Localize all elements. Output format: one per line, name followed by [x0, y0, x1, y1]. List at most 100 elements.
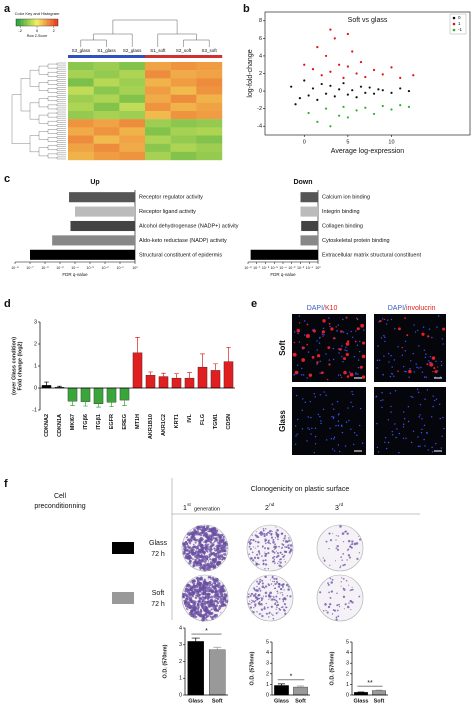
- color-key-cell: [45, 19, 48, 26]
- marker-signal: [311, 356, 315, 359]
- colony: [218, 599, 220, 601]
- column-label: S1_soft: [150, 48, 166, 53]
- marker-signal: [397, 327, 401, 331]
- nucleus: [344, 445, 347, 447]
- colony: [344, 589, 346, 591]
- colony: [328, 532, 331, 535]
- colony: [288, 537, 290, 539]
- heatmap-cell: [145, 143, 171, 153]
- colony: [347, 554, 351, 557]
- colony: [284, 561, 287, 563]
- colony: [194, 612, 197, 615]
- nucleus: [391, 434, 394, 436]
- bar: [354, 692, 368, 696]
- error-bar: [135, 337, 140, 353]
- colony: [265, 553, 268, 555]
- colony: [255, 596, 258, 599]
- colony: [210, 602, 212, 604]
- y-tick-label: 1: [34, 363, 37, 369]
- nucleus: [338, 450, 341, 453]
- colony: [342, 541, 345, 543]
- colony: [273, 558, 276, 561]
- colony: [211, 542, 213, 545]
- nucleus: [416, 388, 419, 391]
- x-tick-label: 10⁰: [132, 266, 138, 270]
- colony: [253, 588, 256, 591]
- legend-label: -1: [458, 27, 462, 32]
- x-tick-label: 10⁻⁵: [271, 266, 279, 270]
- colony: [261, 614, 264, 618]
- point: [399, 87, 402, 90]
- colony: [213, 564, 217, 568]
- marker-signal: [347, 340, 350, 343]
- nucleus: [348, 371, 351, 373]
- colony: [190, 551, 194, 555]
- colony: [266, 547, 270, 550]
- point: [355, 109, 358, 112]
- point: [364, 91, 367, 94]
- colony: [271, 576, 273, 578]
- nucleus: [402, 437, 405, 439]
- colony: [200, 558, 203, 561]
- nucleus: [314, 435, 317, 438]
- chart-title: Up: [90, 179, 99, 186]
- colony: [222, 587, 225, 590]
- nucleus: [388, 361, 390, 363]
- category-label: FLG: [200, 414, 206, 425]
- heatmap-cell: [119, 102, 146, 112]
- point: [346, 65, 349, 68]
- colony: [334, 560, 337, 562]
- colony: [265, 532, 268, 535]
- category-label: EGFR: [109, 414, 115, 429]
- colony: [193, 536, 196, 539]
- y-tick-label: 4: [259, 53, 262, 59]
- point: [364, 75, 367, 79]
- colony: [253, 546, 255, 548]
- nucleus: [357, 359, 360, 361]
- point: [359, 85, 363, 88]
- point: [399, 104, 402, 107]
- channel-label: DAPI/: [388, 305, 406, 312]
- colony: [339, 525, 342, 528]
- color-key-cell: [24, 19, 27, 26]
- heatmap-cell: [93, 119, 120, 128]
- colony: [283, 550, 287, 553]
- colony: [193, 534, 196, 537]
- category-label: Soft: [374, 698, 385, 704]
- bar: [30, 249, 135, 260]
- error-bar: [83, 401, 88, 407]
- column-label: S2_glass: [123, 48, 142, 53]
- colony: [322, 610, 325, 612]
- colony: [205, 527, 207, 529]
- colony: [269, 579, 271, 581]
- colony: [214, 582, 217, 585]
- point: [324, 54, 328, 58]
- colony: [336, 545, 339, 548]
- nucleus: [375, 396, 377, 398]
- colony: [185, 588, 189, 592]
- colony: [260, 608, 264, 611]
- colony: [252, 611, 255, 614]
- nucleus: [363, 329, 365, 331]
- nucleus: [295, 435, 297, 437]
- colony: [270, 605, 273, 608]
- nucleus: [405, 437, 407, 440]
- column-group-strip: [196, 55, 223, 58]
- bar: [171, 377, 182, 389]
- colony: [207, 560, 210, 562]
- channel-label: DAPI/: [307, 305, 325, 312]
- category-label: MT1H: [135, 414, 141, 429]
- colony: [183, 551, 187, 555]
- colony: [261, 582, 264, 585]
- colony: [195, 584, 197, 586]
- colony: [266, 606, 269, 609]
- colony: [195, 616, 198, 618]
- colony: [186, 543, 189, 546]
- colony: [263, 586, 266, 589]
- colony: [275, 526, 277, 528]
- error-bar: [213, 363, 218, 371]
- nucleus: [332, 417, 335, 420]
- colony: [264, 527, 267, 530]
- nucleus: [336, 330, 338, 332]
- colony: [190, 591, 193, 594]
